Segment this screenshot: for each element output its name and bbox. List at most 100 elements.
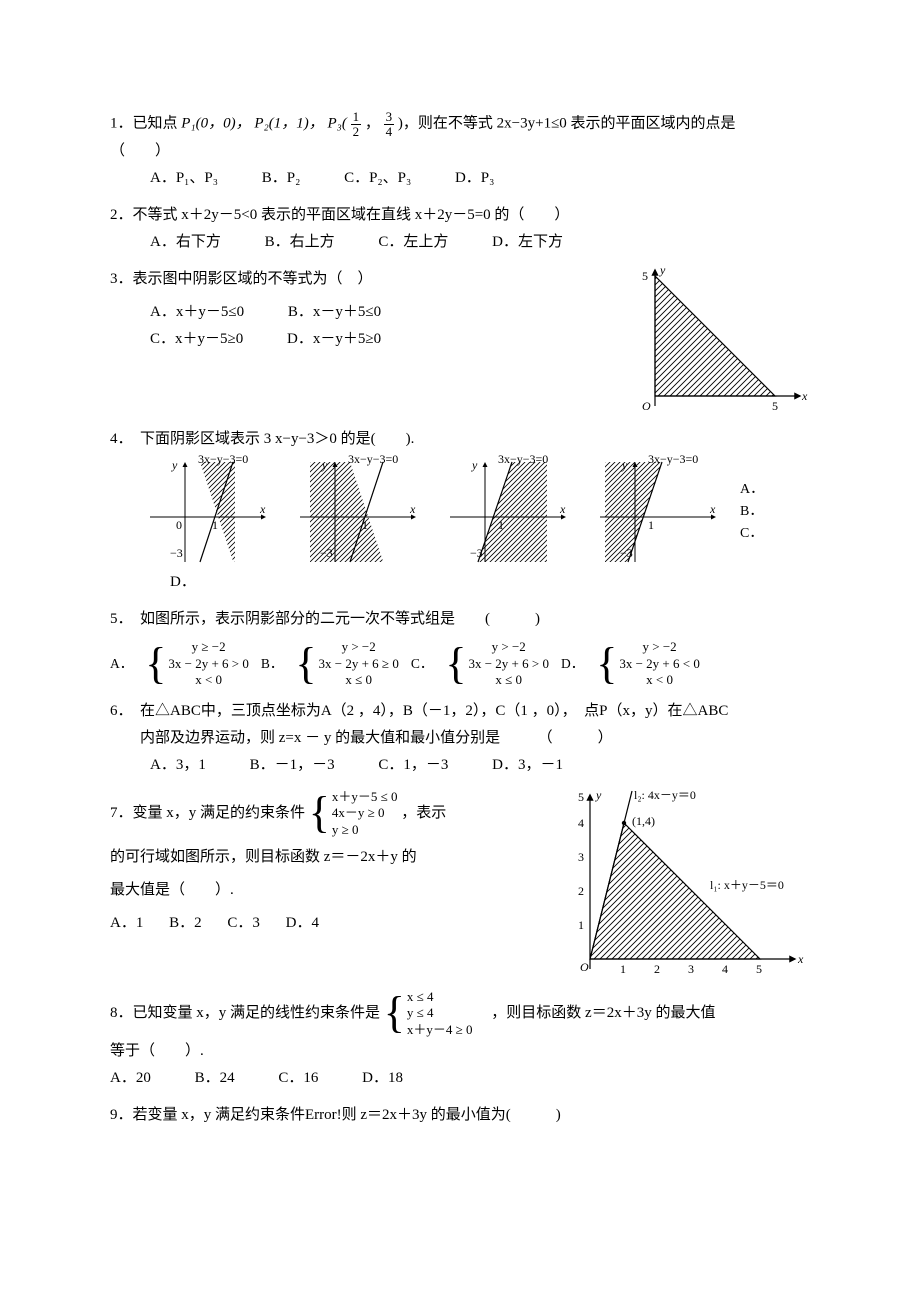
svg-text:y: y: [595, 788, 602, 802]
q4-fig-a: 0 1 −3 x y 3x−y−3=0: [140, 457, 270, 567]
q4-letter-a: A．: [740, 479, 764, 501]
q5-label-d: D．: [561, 652, 584, 676]
q1-p3-pre: P₃(: [328, 116, 347, 132]
svg-text:y: y: [321, 458, 328, 472]
svg-text:y: y: [171, 458, 178, 472]
q5-sys-a: {y ≥ −23x − 2y + 6 > 0x < 0: [145, 639, 249, 688]
svg-text:1: 1: [578, 918, 584, 932]
svg-text:3x−y−3=0: 3x−y−3=0: [348, 452, 398, 466]
q7-figure: 12345 12345 (1,4) O x y l₂: 4x－y＝0 l₁: x…: [560, 789, 810, 979]
q8-opt-c: C．16: [278, 1065, 318, 1092]
q3-opt-d: D．x－y＋5≥0: [287, 326, 381, 353]
q8-l2: 等于（ ）.: [110, 1038, 810, 1065]
q1-p2: P₂(1，1)，: [254, 116, 323, 132]
svg-text:2: 2: [654, 962, 660, 976]
q2-stem: 2．不等式 x＋2y－5<0 表示的平面区域在直线 x＋2y－5=0 的（ ）: [110, 202, 810, 229]
q7-opt-d: D．4: [286, 910, 319, 937]
svg-text:5: 5: [772, 399, 778, 413]
q6-options: A．3，1 B．－1，－3 C．1，－3 D．3，－1: [110, 752, 810, 779]
q1-p1: P₁(0，0)，: [181, 116, 250, 132]
question-2: 2．不等式 x＋2y－5<0 表示的平面区域在直线 x＋2y－5=0 的（ ） …: [110, 202, 810, 256]
q4-letters: A． B． C．: [740, 479, 764, 546]
q8-options: A．20 B．24 C．16 D．18: [110, 1065, 810, 1092]
q2-options: A．右下方 B．右上方 C．左上方 D．左下方: [110, 229, 810, 256]
svg-text:−3: −3: [170, 546, 183, 560]
q3-opt-c: C．x＋y－5≥0: [150, 326, 243, 353]
svg-text:−3: −3: [320, 546, 333, 560]
svg-text:l₁: x＋y－5＝0: l₁: x＋y－5＝0: [710, 878, 784, 892]
svg-text:x: x: [559, 502, 566, 516]
q1-stem-a: 1．已知点: [110, 116, 181, 132]
svg-text:0: 0: [176, 518, 182, 532]
question-8: 8．已知变量 x，y 满足的线性约束条件是 {x ≤ 4y ≤ 4x＋y－4 ≥…: [110, 989, 810, 1092]
svg-text:l₂: 4x－y＝0: l₂: 4x－y＝0: [634, 788, 696, 802]
q2-opt-d: D．左下方: [492, 229, 563, 256]
q4-stem: 4． 下面阴影区域表示 3 x−y−3＞0 的是( ).: [110, 426, 810, 453]
q4-letter-d: D．: [110, 569, 810, 596]
q9-stem: 9．若变量 x，y 满足约束条件Error!则 z＝2x＋3y 的最小值为( ): [110, 1102, 810, 1129]
svg-text:5: 5: [756, 962, 762, 976]
svg-text:y: y: [471, 458, 478, 472]
question-9: 9．若变量 x，y 满足约束条件Error!则 z＝2x＋3y 的最小值为( ): [110, 1102, 810, 1129]
svg-text:−3: −3: [620, 546, 633, 560]
q7-l3: 最大值是（ ）.: [110, 877, 560, 904]
q7-opt-a: A．1: [110, 910, 143, 937]
question-3: 3．表示图中阴影区域的不等式为（ ） A．x＋y－5≤0 B．x－y＋5≤0 C…: [110, 266, 810, 416]
q2-opt-c: C．左上方: [378, 229, 448, 256]
svg-text:5: 5: [578, 790, 584, 804]
q3-options-row2: C．x＋y－5≥0 D．x－y＋5≥0: [110, 326, 620, 353]
q1-frac1: 12: [351, 110, 362, 138]
svg-text:y: y: [621, 458, 628, 472]
q3-stem: 3．表示图中阴影区域的不等式为（ ）: [110, 266, 620, 293]
q7-opt-b: B．2: [169, 910, 202, 937]
q7-l2: 的可行域如图所示，则目标函数 z＝－2x＋y 的: [110, 844, 560, 871]
q5-stem: 5． 如图所示，表示阴影部分的二元一次不等式组是 ( ): [110, 606, 810, 633]
q4-fig-c: 1 −3 x y 3x−y−3=0: [440, 457, 570, 567]
q1-p3-post: )，则在不等式 2x−3y+1≤0 表示的平面区域内的点是: [398, 116, 736, 132]
question-5: 5． 如图所示，表示阴影部分的二元一次不等式组是 ( ) A． {y ≥ −23…: [110, 606, 810, 688]
q5-label-b: B．: [261, 652, 284, 676]
q8-opt-a: A．20: [110, 1065, 151, 1092]
question-1: 1．已知点 P₁(0，0)， P₂(1，1)， P₃( 12 ， 34 )，则在…: [110, 110, 810, 192]
q8-sys: {x ≤ 4y ≤ 4x＋y－4 ≥ 0: [384, 989, 473, 1038]
svg-text:x: x: [709, 502, 716, 516]
svg-text:3: 3: [688, 962, 694, 976]
q8-post: ，则目标函数 z＝2x＋3y 的最大值: [476, 1005, 715, 1021]
q1-opt-c: C．P₂、P₃: [344, 165, 411, 192]
svg-text:3x−y−3=0: 3x−y−3=0: [648, 452, 698, 466]
question-6: 6． 在△ABC中，三顶点坐标为A（2 ，4），B（－1，2），C（1 ，0），…: [110, 698, 810, 779]
q6-opt-c: C．1，－3: [378, 752, 448, 779]
svg-text:3x−y−3=0: 3x−y−3=0: [198, 452, 248, 466]
q7-options: A．1 B．2 C．3 D．4: [110, 910, 560, 937]
q6-opt-a: A．3，1: [150, 752, 206, 779]
svg-text:4: 4: [578, 816, 584, 830]
svg-text:y: y: [659, 263, 666, 277]
q7-sys: {x＋y－5 ≤ 04x－y ≥ 0y ≥ 0: [309, 789, 398, 838]
q2-opt-a: A．右下方: [150, 229, 221, 256]
q1-comma: ，: [365, 116, 380, 132]
svg-text:1: 1: [212, 518, 218, 532]
q5-sys-c: {y > −23x − 2y + 6 > 0x ≤ 0: [445, 639, 549, 688]
q4-letter-b: B．: [740, 501, 764, 523]
q4-fig-b: 1 −3 x y 3x−y−3=0: [290, 457, 420, 567]
svg-text:3x−y−3=0: 3x−y−3=0: [498, 452, 548, 466]
svg-text:1: 1: [362, 518, 368, 532]
q5-label-c: C．: [411, 652, 434, 676]
q6-opt-b: B．－1，－3: [250, 752, 335, 779]
q8-line1: 8．已知变量 x，y 满足的线性约束条件是 {x ≤ 4y ≤ 4x＋y－4 ≥…: [110, 989, 810, 1038]
q6-opt-d: D．3，－1: [492, 752, 563, 779]
q4-figures: 0 1 −3 x y 3x−y−3=0 1 −3 x y 3x−y−3=0 1 …: [140, 457, 810, 567]
question-4: 4． 下面阴影区域表示 3 x−y−3＞0 的是( ). 0 1 −3 x y …: [110, 426, 810, 596]
svg-text:1: 1: [620, 962, 626, 976]
q5-sys-d: {y > −23x − 2y + 6 < 0x < 0: [596, 639, 700, 688]
svg-text:3: 3: [578, 850, 584, 864]
q5-label-a: A．: [110, 652, 133, 676]
svg-text:2: 2: [578, 884, 584, 898]
q3-opt-b: B．x－y＋5≤0: [288, 299, 381, 326]
q1-opt-a: A．P₁、P₃: [150, 165, 218, 192]
q7-opt-c: C．3: [227, 910, 260, 937]
q4-fig-d: 1 −3 x y 3x−y−3=0: [590, 457, 720, 567]
q1-opt-d: D．P₃: [455, 165, 494, 192]
q6-l1: 6． 在△ABC中，三顶点坐标为A（2 ，4），B（－1，2），C（1 ，0），…: [110, 698, 810, 725]
q3-options-row1: A．x＋y－5≤0 B．x－y＋5≤0: [110, 299, 620, 326]
